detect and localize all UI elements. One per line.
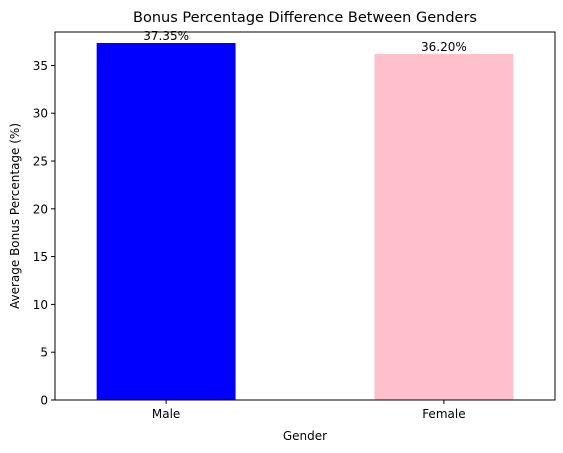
y-tick-label: 20 [33,202,48,216]
data-label-male: 37.35% [143,29,189,43]
bar-female [374,53,514,401]
y-tick-label: 10 [33,298,48,312]
y-axis-ticks: 0 5 10 15 20 25 30 35 [33,59,55,408]
x-axis-ticks: Male Female [152,400,466,421]
y-axis-label: Average Bonus Percentage (%) [8,123,22,309]
y-tick-label: 15 [33,250,48,264]
chart-title: Bonus Percentage Difference Between Gend… [133,10,477,26]
y-tick-label: 0 [40,394,48,408]
bars [96,42,514,401]
bar-male [96,42,236,400]
y-tick-label: 30 [33,107,48,121]
y-tick-label: 25 [33,155,48,169]
plot-frame [54,31,556,401]
x-tick-label: Male [152,407,180,421]
y-tick-label: 35 [33,59,48,73]
data-label-female: 36.20% [421,40,467,54]
x-tick-label: Female [422,407,465,421]
x-axis-label: Gender [283,429,327,443]
y-tick-label: 5 [40,346,48,360]
